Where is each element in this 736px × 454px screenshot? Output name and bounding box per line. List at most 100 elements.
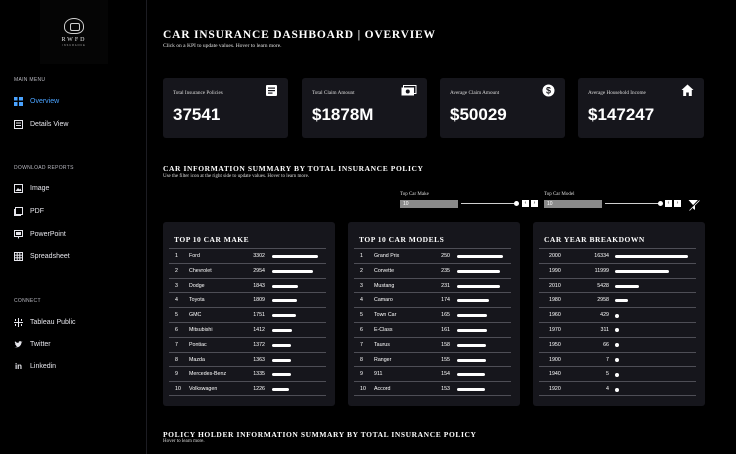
name-cell: Mustang — [374, 282, 395, 289]
table-row[interactable]: 2 Chevrolet 2954 — [169, 262, 326, 278]
logo-subtitle: INSURANCE — [62, 43, 86, 47]
kpi-label: Average Household Income — [588, 90, 646, 96]
table-row[interactable]: 5 GMC 1751 — [169, 307, 326, 322]
name-cell: Volkswagen — [189, 386, 218, 393]
download-image-button[interactable]: Image — [14, 181, 49, 195]
count-cell: 153 — [441, 386, 450, 393]
top-car-model-slider-handle[interactable] — [657, 201, 663, 206]
download-spreadsheet-button[interactable]: Spreadsheet — [14, 249, 70, 263]
download-reports-heading: DOWNLOAD REPORTS — [14, 165, 74, 171]
document-icon — [265, 84, 278, 97]
sidebar-item-details-view[interactable]: Details View — [14, 117, 68, 131]
count-bar — [457, 255, 503, 258]
table-row[interactable]: 1950 66 — [539, 336, 696, 352]
top-car-model-increment-button[interactable]: › — [674, 200, 681, 207]
sidebar-item-overview[interactable]: Overview — [14, 94, 59, 108]
count-bar — [615, 269, 669, 273]
panel-title: TOP 10 CAR MAKE — [174, 235, 250, 244]
name-cell: Accord — [374, 386, 391, 393]
connect-heading: CONNECT — [14, 298, 41, 304]
company-logo: RWFD INSURANCE — [40, 0, 108, 64]
table-row[interactable]: 8 Mazda 1363 — [169, 351, 326, 367]
table-row[interactable]: 6 E-Class 161 — [354, 321, 511, 337]
tableau-public-link[interactable]: Tableau Public — [14, 315, 76, 329]
linkedin-link[interactable]: in Linkedin — [14, 359, 56, 373]
rank-cell: 6 — [360, 326, 363, 333]
rank-cell: 8 — [360, 356, 363, 363]
table-row[interactable]: 1990 11999 — [539, 262, 696, 278]
sidebar-item-label: Linkedin — [30, 362, 57, 370]
year-cell: 2000 — [549, 253, 561, 259]
table-row[interactable]: 9 911 154 — [354, 366, 511, 381]
rank-cell: 1 — [360, 253, 363, 259]
kpi-label: Average Claim Amount — [450, 90, 500, 96]
table-row[interactable]: 10 Volkswagen 1226 — [169, 381, 326, 396]
count-cell: 4 — [606, 386, 609, 393]
top-car-make-decrement-button[interactable]: ‹ — [522, 200, 529, 207]
count-dot — [615, 358, 619, 363]
table-row[interactable]: 1 Grand Prix 250 — [354, 248, 511, 263]
table-row[interactable]: 2000 16334 — [539, 248, 696, 263]
table-row[interactable]: 2010 5428 — [539, 277, 696, 293]
twitter-icon — [14, 340, 23, 349]
crest-icon — [64, 17, 84, 34]
top-car-make-filter-label: Top Car Make — [400, 192, 429, 197]
name-cell: GMC — [189, 312, 202, 319]
table-row[interactable]: 10 Accord 153 — [354, 381, 511, 396]
top-car-model-input[interactable]: 10 — [544, 200, 602, 208]
count-cell: 16334 — [594, 253, 609, 259]
table-row[interactable]: 1940 5 — [539, 366, 696, 381]
kpi-average-household-income[interactable]: Average Household Income $147247 — [578, 78, 704, 138]
count-cell: 66 — [603, 341, 609, 348]
filter-clear-icon[interactable] — [688, 198, 701, 212]
kpi-total-claim-amount[interactable]: Total Claim Amount $1878M — [302, 78, 427, 138]
twitter-link[interactable]: Twitter — [14, 337, 51, 351]
main-menu-heading: MAIN MENU — [14, 77, 46, 83]
table-row[interactable]: 1960 429 — [539, 307, 696, 322]
kpi-average-claim-amount[interactable]: Average Claim Amount $50029 $ — [440, 78, 565, 138]
top-car-model-decrement-button[interactable]: ‹ — [665, 200, 672, 207]
year-cell: 1980 — [549, 297, 561, 304]
top-car-make-increment-button[interactable]: › — [531, 200, 538, 207]
table-row[interactable]: 1 Ford 3302 — [169, 248, 326, 263]
top-car-make-input[interactable]: 10 — [400, 200, 458, 208]
count-cell: 2954 — [253, 267, 265, 274]
powerpoint-icon — [14, 229, 23, 239]
table-row[interactable]: 7 Taurus 158 — [354, 336, 511, 352]
table-row[interactable]: 1900 7 — [539, 351, 696, 367]
top-car-make-slider-track[interactable] — [461, 203, 516, 204]
panel-title: CAR YEAR BREAKDOWN — [544, 235, 645, 244]
policy-holder-summary-subtitle: Hover to learn more. — [163, 439, 205, 444]
download-powerpoint-button[interactable]: PowerPoint — [14, 227, 66, 241]
kpi-total-insurance-policies[interactable]: Total Insurance Policies 37541 — [163, 78, 288, 138]
top-car-make-slider-handle[interactable] — [513, 201, 519, 206]
table-row[interactable]: 6 Mitsubishi 1412 — [169, 321, 326, 337]
table-row[interactable]: 4 Camaro 174 — [354, 292, 511, 307]
count-bar — [457, 314, 488, 318]
name-cell: Mitsubishi — [189, 326, 213, 333]
count-bar — [457, 373, 486, 377]
table-row[interactable]: 1980 2958 — [539, 292, 696, 307]
table-row[interactable]: 8 Ranger 155 — [354, 351, 511, 367]
table-row[interactable]: 7 Pontiac 1372 — [169, 336, 326, 352]
table-row[interactable]: 2 Corvette 235 — [354, 262, 511, 278]
table-row[interactable]: 5 Town Car 165 — [354, 307, 511, 322]
table-row[interactable]: 3 Mustang 231 — [354, 277, 511, 293]
table-row[interactable]: 9 Mercedes-Benz 1335 — [169, 366, 326, 381]
count-cell: 5 — [606, 371, 609, 378]
table-row[interactable]: 4 Toyota 1809 — [169, 292, 326, 307]
table-row[interactable]: 3 Dodge 1843 — [169, 277, 326, 293]
top-car-model-slider-track[interactable] — [605, 203, 660, 204]
rank-cell: 3 — [360, 282, 363, 289]
table-row[interactable]: 1920 4 — [539, 381, 696, 396]
car-summary-subtitle: Use the filter icon at the right side to… — [163, 174, 310, 179]
count-cell: 165 — [441, 312, 450, 319]
year-cell: 2010 — [549, 282, 561, 289]
download-pdf-button[interactable]: PDF — [14, 204, 44, 218]
car-make-list: 1 Ford 3302 2 Chevrolet 2954 3 Dodge 1843 4 Toyota… — [169, 248, 326, 396]
table-row[interactable]: 1970 311 — [539, 321, 696, 337]
count-cell: 235 — [441, 267, 450, 274]
rank-cell: 2 — [360, 267, 363, 274]
year-cell: 1990 — [549, 267, 561, 274]
count-bar — [457, 358, 486, 362]
